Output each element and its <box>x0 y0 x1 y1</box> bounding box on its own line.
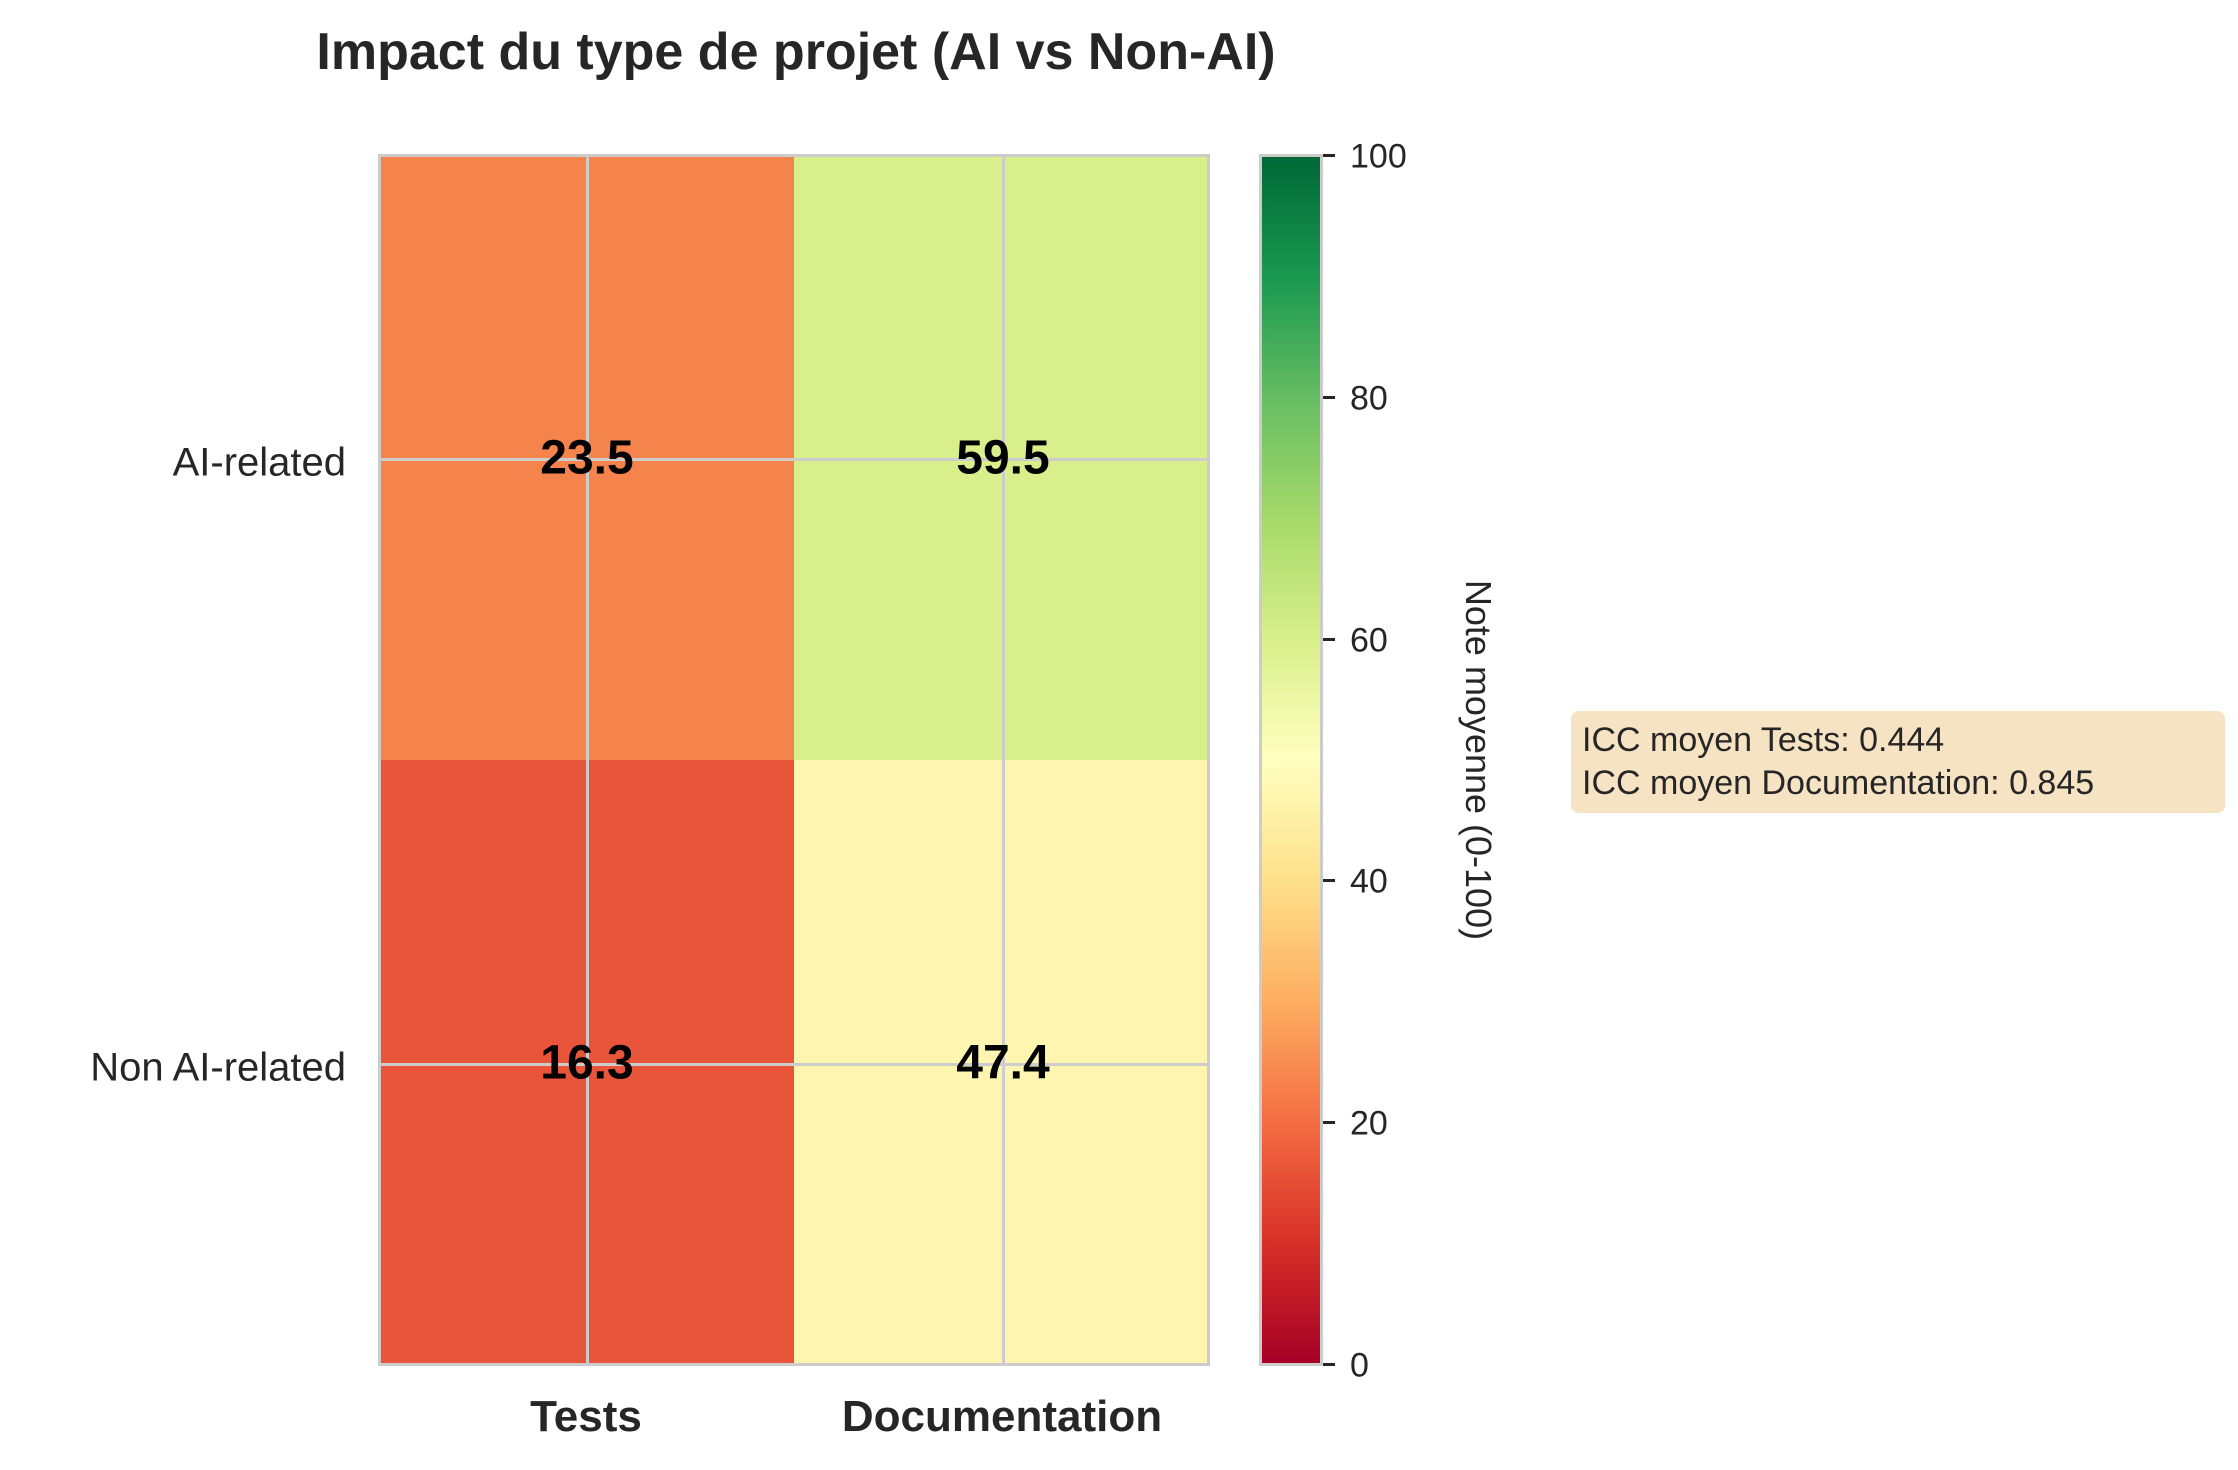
x-tick-label-documentation: Documentation <box>841 1392 1163 1441</box>
gridline-horizontal <box>381 1063 1207 1066</box>
colorbar-label: Note moyenne (0-100) <box>1458 579 1499 941</box>
colorbar-tick-label-20: 20 <box>1350 1104 1388 1143</box>
icc-annotation-box: ICC moyen Tests: 0.444 ICC moyen Documen… <box>1571 711 2225 813</box>
gridline-horizontal <box>381 458 1207 461</box>
x-tick-label-tests: Tests <box>530 1392 642 1441</box>
colorbar-tick-label-60: 60 <box>1350 621 1388 660</box>
cell-value-ai-documentation: 59.5 <box>956 431 1050 485</box>
colorbar-tick-label-40: 40 <box>1350 862 1388 901</box>
colorbar-tick <box>1323 154 1335 157</box>
icc-documentation-text: ICC moyen Documentation: 0.845 <box>1582 764 2095 802</box>
colorbar-tick <box>1323 1121 1335 1124</box>
cell-value-nonai-documentation: 47.4 <box>956 1036 1050 1090</box>
colorbar-tick <box>1323 879 1335 882</box>
colorbar-tick <box>1323 1363 1335 1366</box>
heatmap <box>378 154 1210 1366</box>
colorbar-tick-label-80: 80 <box>1350 379 1388 418</box>
colorbar-tick-label-100: 100 <box>1350 137 1407 176</box>
colorbar-tick <box>1323 396 1335 399</box>
heatmap-cell-nonai-documentation <box>794 760 1207 1363</box>
cell-value-nonai-tests: 16.3 <box>540 1036 634 1090</box>
gridline-vertical <box>1002 157 1005 1363</box>
y-tick-label-non-ai-related: Non AI-related <box>90 1045 346 1090</box>
chart-title: Impact du type de projet (AI vs Non-AI) <box>316 23 1276 81</box>
icc-tests-text: ICC moyen Tests: 0.444 <box>1582 721 1945 759</box>
cell-value-ai-tests: 23.5 <box>540 431 634 485</box>
gridline-vertical <box>586 157 589 1363</box>
colorbar <box>1259 154 1323 1366</box>
colorbar-tick <box>1323 638 1335 641</box>
y-tick-label-ai-related: AI-related <box>172 440 346 485</box>
colorbar-tick-label-0: 0 <box>1350 1346 1369 1385</box>
